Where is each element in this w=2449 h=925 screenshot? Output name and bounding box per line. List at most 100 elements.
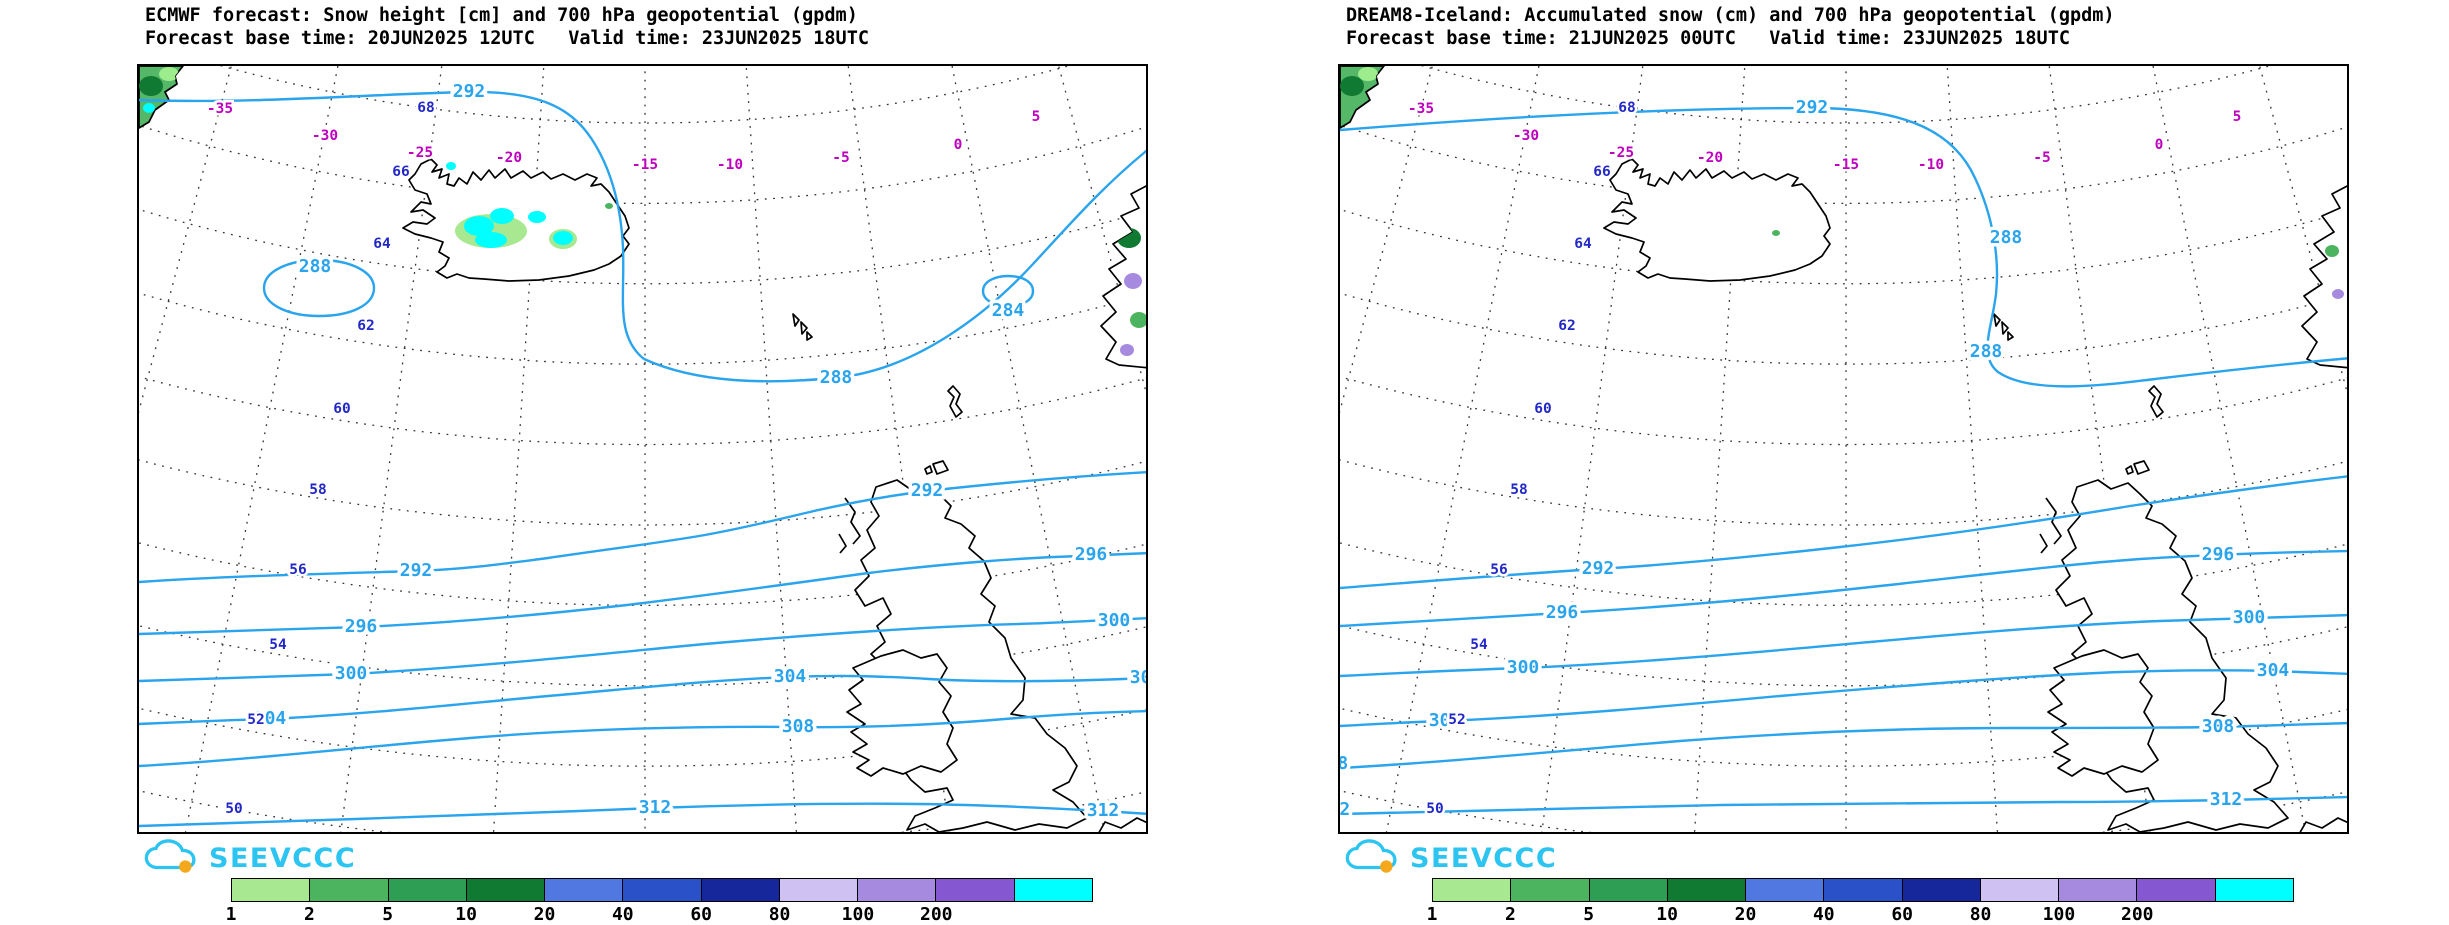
colorbar-segment [1980, 879, 2060, 901]
colorbar-label: 2 [1504, 904, 1516, 925]
iceland-snow-layer [1772, 230, 1780, 236]
colorbar-segment [2059, 879, 2138, 901]
contour-label: 292 [400, 560, 433, 581]
greenland-snow-layer [1340, 67, 1378, 96]
sun-dot-icon [1380, 860, 1393, 873]
colorbar-label: 80 [1969, 904, 1992, 925]
contour-label: 304 [254, 708, 287, 729]
colorbar-label: 1 [225, 904, 237, 925]
longitude-label: -25 [407, 145, 433, 161]
contour-label: 288 [299, 256, 332, 277]
latitude-label: 50 [225, 801, 242, 817]
longitude-label: -30 [312, 128, 338, 144]
latitude-label: 52 [247, 712, 264, 728]
norway-snow-layer [2325, 245, 2344, 299]
colorbar-segment [388, 879, 467, 901]
panel-header: DREAM8-Iceland: Accumulated snow (cm) an… [1346, 4, 2115, 50]
contour-label: 288 [1990, 227, 2023, 248]
contour-label: 292 [1582, 558, 1615, 579]
map-ecmwf: 292 288 288 284 292 292 296 296 300 300 304 304 304 3… [137, 64, 1148, 834]
panel-title: ECMWF forecast: Snow height [cm] and 700… [145, 5, 858, 26]
greenland-snow-layer [139, 67, 179, 113]
contour-label: 312 [1087, 800, 1120, 821]
contour-label: 308 [782, 716, 815, 737]
seevccc-logo: SEEVCCC [1344, 839, 1558, 876]
latitude-label: 64 [373, 236, 391, 252]
cloud-icon [1345, 839, 1397, 873]
colorbar-label: 80 [768, 904, 791, 925]
longitude-label: -10 [1918, 157, 1944, 173]
colorbar-segment [2137, 879, 2216, 901]
panel-title: DREAM8-Iceland: Accumulated snow (cm) an… [1346, 5, 2115, 26]
colorbar-segment [1824, 879, 1903, 901]
graticule-layer [139, 66, 1146, 832]
latitude-label: 52 [1448, 712, 1465, 728]
colorbar-segment [936, 879, 1015, 901]
contour-label: 296 [2202, 544, 2235, 565]
contour-label: 300 [1098, 610, 1131, 631]
longitude-label: -30 [1513, 128, 1539, 144]
forecast-panel-dream8: DREAM8-Iceland: Accumulated snow (cm) an… [1338, 0, 2353, 925]
colorbar-label: 1 [1426, 904, 1438, 925]
snow-colorbar-labels: 1 2 5 10 20 40 60 80 100 200 [226, 904, 1093, 925]
longitude-label: 0 [954, 137, 963, 153]
contour-label: 300 [2233, 607, 2266, 628]
latitude-label: 66 [1593, 164, 1610, 180]
colorbar-segment [623, 879, 702, 901]
colorbar-segment [1511, 879, 1590, 901]
logo-text: SEEVCCC [1410, 842, 1558, 874]
latitude-label: 58 [1510, 482, 1527, 498]
iceland-snow-layer [446, 162, 613, 249]
contour-label: 304 [2257, 660, 2290, 681]
panel-subtitle: Forecast base time: 21JUN2025 00UTC Vali… [1346, 28, 2070, 49]
longitude-label: -5 [832, 150, 849, 166]
colorbar-segment [1746, 879, 1825, 901]
colorbar-segment [1014, 879, 1092, 901]
panel-header: ECMWF forecast: Snow height [cm] and 700… [145, 4, 869, 50]
graticule-layer [1340, 66, 2347, 832]
sun-dot-icon [179, 860, 192, 873]
colorbar-segment [1902, 879, 1981, 901]
latitude-label: 56 [289, 562, 306, 578]
contour-label-layer: 292 288 288 284 292 292 296 296 300 300 304 304 304 3… [250, 78, 1148, 825]
geopotential-contour-layer [139, 90, 1146, 828]
map-dream8: 292 288 288 292 296 296 300 300 304 304 308 308 312 3… [1338, 64, 2349, 834]
colorbar-label: 200 [2121, 904, 2154, 925]
colorbar-segment [779, 879, 859, 901]
contour-label: 296 [1075, 544, 1108, 565]
latitude-label: 64 [1574, 236, 1592, 252]
snow-colorbar [1432, 878, 2294, 902]
colorbar-segment [2215, 879, 2293, 901]
colorbar-label: 40 [611, 904, 634, 925]
forecast-panel-ecmwf: ECMWF forecast: Snow height [cm] and 700… [137, 0, 1152, 925]
latitude-label: 54 [269, 637, 287, 653]
latitude-label: 62 [357, 318, 374, 334]
longitude-label: -25 [1608, 145, 1634, 161]
latitude-label: 50 [1426, 801, 1443, 817]
contour-label: 304 [1130, 667, 1148, 688]
panel-subtitle: Forecast base time: 20JUN2025 12UTC Vali… [145, 28, 869, 49]
colorbar-segment [545, 879, 624, 901]
contour-label: 300 [335, 663, 368, 684]
contour-label: 300 [1507, 657, 1540, 678]
latitude-label: 68 [417, 100, 434, 116]
colorbar-label: 100 [841, 904, 875, 925]
longitude-label: 0 [2155, 137, 2164, 153]
colorbar-label: 40 [1812, 904, 1835, 925]
seevccc-logo: SEEVCCC [143, 839, 356, 876]
contour-label: 304 [774, 666, 807, 687]
latitude-label: 60 [1534, 401, 1551, 417]
contour-label: 288 [1970, 341, 2003, 362]
longitude-label: 5 [2233, 109, 2242, 125]
colorbar-label: 20 [1734, 904, 1757, 925]
colorbar-label: 20 [533, 904, 556, 925]
contour-label: 284 [992, 300, 1025, 321]
latitude-label: 68 [1618, 100, 1635, 116]
colorbar-segment [1433, 879, 1512, 901]
contour-label: 308 [1338, 753, 1348, 774]
coastline-layer [1340, 66, 2347, 832]
longitude-label: 5 [1032, 109, 1041, 125]
contour-label: 292 [453, 81, 486, 102]
